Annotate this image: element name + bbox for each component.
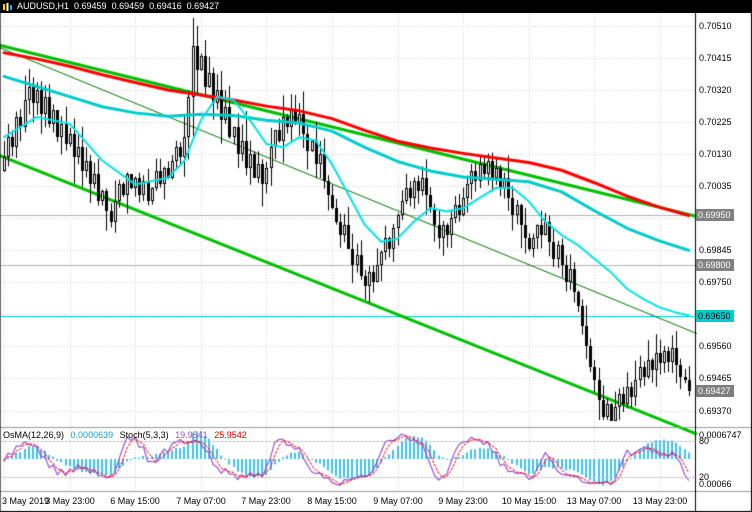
price-badge: 0.69650 (696, 310, 734, 322)
time-axis-label: 7 May 23:00 (241, 496, 291, 506)
stoch-level-label: 80 (699, 436, 710, 446)
stoch-label: Stoch(5,3,3) (119, 430, 169, 440)
time-axis-label: 3 May 2019 (2, 496, 50, 506)
time-axis-label: 10 May 15:00 (501, 496, 557, 506)
price-axis-label: 0.70320 (699, 85, 732, 95)
time-axis-label: 9 May 07:00 (373, 496, 423, 506)
stoch-main-value: 19.9541 (175, 430, 208, 440)
indicator-axis-min-label: 0.00066 (699, 479, 732, 489)
price-axis-label: 0.70035 (699, 181, 732, 191)
indicator-axis-max-label: 0.0006747 (699, 430, 742, 440)
chart-titlebar[interactable]: AUDUSD,H1 0.69459 0.69459 0.69416 0.6942… (0, 0, 752, 13)
osma-label: OsMA(12,26,9) (3, 430, 65, 440)
stoch-level-label: 20 (699, 472, 710, 482)
price-badge: 0.69950 (696, 209, 734, 221)
price-axis-label: 0.69370 (699, 406, 732, 416)
price-axis-label: 0.70130 (699, 149, 732, 159)
price-axis-label: 0.69845 (699, 245, 732, 255)
ohlc-low: 0.69416 (149, 1, 182, 11)
osma-value: 0.0000639 (70, 430, 114, 440)
price-axis-label: 0.70510 (699, 21, 732, 31)
indicator-legend: OsMA(12,26,9) 0.0000639 Stoch(5,3,3) 19.… (3, 430, 251, 440)
ohlc-open: 0.69459 (74, 1, 107, 11)
price-axis-label: 0.70225 (699, 117, 732, 127)
price-badge: 0.69427 (696, 385, 734, 397)
time-axis-label: 13 May 23:00 (632, 496, 688, 506)
price-axis-label: 0.69465 (699, 373, 732, 383)
price-axis-label: 0.69750 (699, 277, 732, 287)
price-badge: 0.69800 (696, 259, 734, 271)
stoch-signal-value: 25.9542 (214, 430, 247, 440)
time-axis-label: 13 May 07:00 (566, 496, 622, 506)
time-axis-label: 8 May 15:00 (307, 496, 357, 506)
time-axis-label: 7 May 07:00 (176, 496, 226, 506)
time-axis-label: 6 May 15:00 (110, 496, 160, 506)
time-axis-label: 3 May 23:00 (45, 496, 95, 506)
price-axis-label: 0.69560 (699, 341, 732, 351)
ohlc-high: 0.69459 (111, 1, 145, 11)
symbol-timeframe: AUDUSD,H1 (17, 1, 70, 11)
chart-icon (3, 2, 12, 11)
ohlc-close: 0.69427 (186, 1, 220, 11)
time-axis-label: 9 May 23:00 (438, 496, 488, 506)
price-axis-label: 0.70415 (699, 53, 732, 63)
